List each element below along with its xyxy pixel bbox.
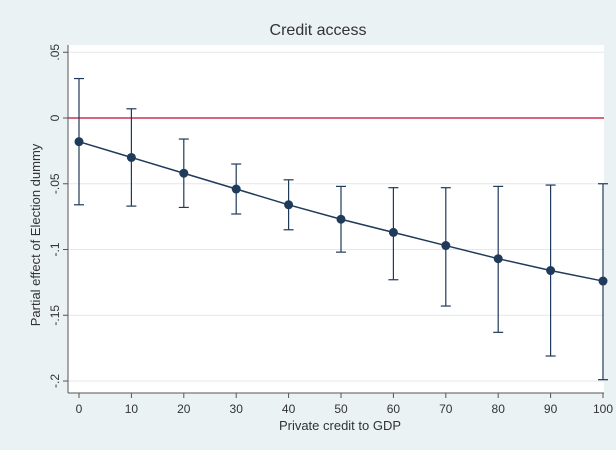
y-tick-label: .05 (48, 44, 62, 61)
x-tick-label: 70 (439, 402, 453, 416)
x-tick-label: 20 (177, 402, 191, 416)
x-tick-label: 60 (387, 402, 401, 416)
data-point (493, 254, 503, 264)
x-tick-label: 50 (334, 402, 348, 416)
x-tick-label: 100 (593, 402, 613, 416)
data-point (231, 184, 241, 194)
data-point (74, 137, 84, 147)
data-point (388, 227, 398, 237)
data-point (126, 152, 136, 162)
x-tick-label: 0 (76, 402, 83, 416)
x-tick-label: 30 (230, 402, 244, 416)
data-point (546, 266, 556, 276)
axes: .05 0 -.05 -.1 -.15 -.2 0 10 20 30 40 50 60 70 80 90 100 (48, 44, 613, 416)
y-axis-label: Partial effect of Election dummy (28, 143, 43, 326)
y-tick-label: -.05 (48, 173, 62, 194)
x-axis-label: Private credit to GDP (279, 418, 401, 433)
data-marks (74, 77, 608, 381)
y-tick-label: -.2 (48, 374, 62, 388)
data-point (441, 241, 451, 251)
chart-title: Credit access (270, 22, 367, 39)
plot-area (68, 45, 604, 393)
y-tick-label: 0 (48, 114, 62, 121)
y-tick-label: -.15 (48, 305, 62, 326)
x-tick-label: 90 (544, 402, 558, 416)
x-tick-label: 10 (125, 402, 139, 416)
y-tick-label: -.1 (48, 242, 62, 256)
data-point (336, 214, 346, 224)
data-point (284, 200, 294, 210)
data-point (598, 276, 608, 286)
x-tick-label: 40 (282, 402, 296, 416)
data-point (179, 168, 189, 178)
x-tick-label: 80 (492, 402, 506, 416)
